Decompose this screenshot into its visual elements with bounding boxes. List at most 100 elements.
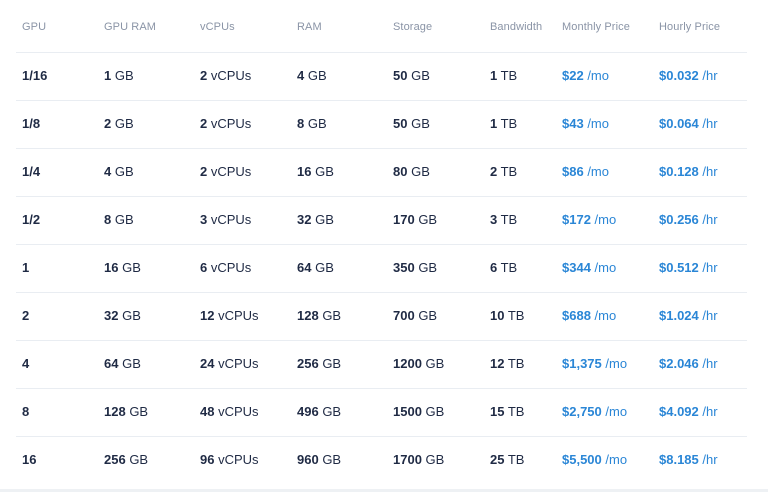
cell-vcpus-unit: vCPUs	[207, 164, 252, 179]
cell-gpu-ram: 4 GB	[104, 164, 134, 179]
table-row: 1/2 8 GB 3 vCPUs 32 GB 170 GB 3 TB $172 /mo $0.…	[16, 196, 747, 244]
cell-vcpus-value: 2	[200, 116, 208, 131]
cell-storage-value: 170	[393, 212, 415, 227]
cell-hourly-price: $1.024 /hr	[659, 308, 718, 323]
table-body: 1/16 1 GB 2 vCPUs 4 GB 50 GB 1 TB $22 /mo $0.03…	[0, 52, 768, 484]
cell-gpu-ram-value: 128	[104, 404, 126, 419]
cell-monthly-price-value: $22	[562, 68, 584, 83]
cell-monthly-price: $172 /mo	[562, 212, 616, 227]
cell-bandwidth: 10 TB	[490, 308, 524, 323]
cell-hourly-price-unit: /hr	[698, 164, 718, 179]
cell-bandwidth-unit: TB	[497, 260, 518, 275]
cell-monthly-price-unit: /mo	[601, 404, 628, 419]
cell-vcpus-unit: vCPUs	[214, 404, 259, 419]
cell-vcpus-unit: vCPUs	[214, 452, 259, 467]
table-row: 1/8 2 GB 2 vCPUs 8 GB 50 GB 1 TB $43 /mo $0.064…	[16, 100, 747, 148]
cell-monthly-price-unit: /mo	[583, 68, 609, 83]
cell-monthly-price-value: $344	[562, 260, 591, 275]
cell-vcpus-unit: vCPUs	[207, 68, 252, 83]
header-ram: RAM	[297, 21, 322, 33]
cell-gpu-ram: 16 GB	[104, 260, 141, 275]
cell-hourly-price-unit: /hr	[698, 308, 718, 323]
cell-gpu-ram-unit: GB	[125, 404, 149, 419]
cell-vcpus: 2 vCPUs	[200, 116, 251, 131]
cell-hourly-price-value: $1.024	[659, 308, 699, 323]
cell-bandwidth-unit: TB	[504, 404, 525, 419]
cell-gpu: 1/2	[22, 212, 41, 227]
cell-vcpus-value: 12	[200, 308, 215, 323]
cell-bandwidth-unit: TB	[497, 164, 518, 179]
cell-monthly-price-value: $172	[562, 212, 591, 227]
cell-bandwidth-unit: TB	[497, 212, 518, 227]
cell-ram-unit: GB	[311, 260, 334, 275]
cell-hourly-price-value: $0.032	[659, 68, 699, 83]
cell-storage-value: 1200	[393, 356, 422, 371]
cell-ram-value: 256	[297, 356, 319, 371]
header-storage: Storage	[393, 21, 433, 33]
cell-ram-value: 496	[297, 404, 319, 419]
cell-ram-unit: GB	[311, 164, 334, 179]
cell-monthly-price-value: $43	[562, 116, 584, 131]
cell-bandwidth-value: 1	[490, 68, 498, 83]
cell-monthly-price: $1,375 /mo	[562, 356, 627, 371]
cell-ram-unit: GB	[304, 116, 327, 131]
cell-vcpus: 6 vCPUs	[200, 260, 251, 275]
cell-gpu-ram-unit: GB	[111, 212, 134, 227]
cell-ram-unit: GB	[304, 68, 327, 83]
cell-hourly-price-value: $0.064	[659, 116, 699, 131]
cell-hourly-price: $0.256 /hr	[659, 212, 718, 227]
cell-bandwidth-value: 1	[490, 116, 498, 131]
cell-gpu-ram-unit: GB	[111, 68, 134, 83]
header-hourly-price: Hourly Price	[659, 21, 721, 33]
cell-hourly-price: $8.185 /hr	[659, 452, 718, 467]
cell-ram-unit: GB	[318, 452, 342, 467]
cell-gpu-ram-unit: GB	[111, 116, 134, 131]
cell-ram-value: 960	[297, 452, 319, 467]
cell-ram-value: 128	[297, 308, 319, 323]
cell-ram: 32 GB	[297, 212, 334, 227]
cell-gpu-ram: 256 GB	[104, 452, 148, 467]
cell-hourly-price-unit: /hr	[698, 452, 718, 467]
cell-vcpus-value: 2	[200, 68, 208, 83]
cell-vcpus-value: 2	[200, 164, 208, 179]
cell-ram-unit: GB	[311, 212, 334, 227]
cell-ram: 8 GB	[297, 116, 327, 131]
cell-bandwidth-value: 10	[490, 308, 505, 323]
cell-vcpus-value: 3	[200, 212, 208, 227]
cell-bandwidth: 3 TB	[490, 212, 517, 227]
cell-hourly-price-value: $4.092	[659, 404, 699, 419]
cell-storage: 1700 GB	[393, 452, 444, 467]
cell-storage: 1500 GB	[393, 404, 444, 419]
table-row: 1/16 1 GB 2 vCPUs 4 GB 50 GB 1 TB $22 /mo $0.03…	[16, 52, 747, 100]
table-row: 1/4 4 GB 2 vCPUs 16 GB 80 GB 2 TB $86 /mo $0.12…	[16, 148, 747, 196]
cell-storage-value: 700	[393, 308, 415, 323]
cell-monthly-price: $5,500 /mo	[562, 452, 627, 467]
cell-storage-value: 1700	[393, 452, 422, 467]
cell-vcpus-unit: vCPUs	[207, 212, 252, 227]
cell-vcpus-value: 24	[200, 356, 215, 371]
cell-monthly-price: $688 /mo	[562, 308, 616, 323]
cell-ram-unit: GB	[318, 404, 342, 419]
cell-hourly-price: $2.046 /hr	[659, 356, 718, 371]
cell-bandwidth-unit: TB	[497, 68, 518, 83]
cell-storage-value: 50	[393, 116, 408, 131]
cell-storage-unit: GB	[421, 404, 445, 419]
cell-gpu-ram: 8 GB	[104, 212, 134, 227]
cell-bandwidth-value: 15	[490, 404, 505, 419]
cell-vcpus-value: 48	[200, 404, 215, 419]
cell-monthly-price-value: $5,500	[562, 452, 602, 467]
header-gpu-ram: GPU RAM	[104, 21, 157, 33]
cell-monthly-price-unit: /mo	[590, 212, 617, 227]
cell-monthly-price-unit: /mo	[583, 164, 609, 179]
cell-vcpus-value: 6	[200, 260, 208, 275]
cell-bandwidth-unit: TB	[504, 452, 525, 467]
cell-storage: 80 GB	[393, 164, 430, 179]
cell-hourly-price-unit: /hr	[698, 404, 718, 419]
cell-bandwidth: 1 TB	[490, 68, 517, 83]
cell-ram: 496 GB	[297, 404, 341, 419]
cell-gpu-ram-value: 64	[104, 356, 119, 371]
cell-monthly-price-unit: /mo	[590, 260, 617, 275]
cell-gpu-ram-value: 16	[104, 260, 119, 275]
cell-storage-unit: GB	[407, 116, 430, 131]
cell-ram-unit: GB	[318, 356, 342, 371]
